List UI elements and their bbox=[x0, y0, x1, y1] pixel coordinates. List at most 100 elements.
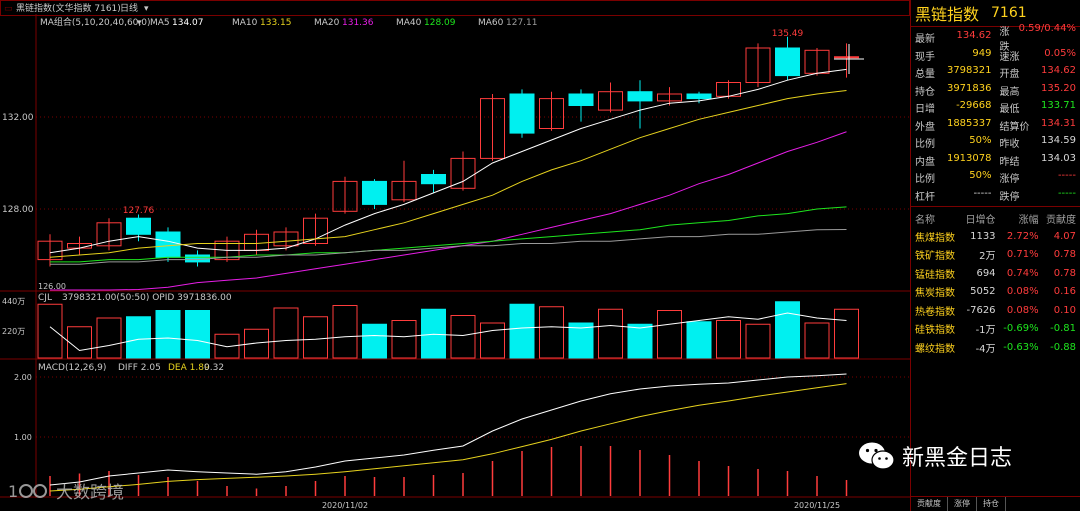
chart-area[interactable]: ▭ 黑链指数(文华指数 7161) 日线 ▾ MA组合(5,10,20,40,60,0)… bbox=[0, 0, 910, 511]
quote-label: 外盘 bbox=[915, 121, 935, 133]
brand-watermark-text: 大数跨境 bbox=[56, 483, 124, 503]
ma-dropdown-icon: ▾ bbox=[137, 18, 142, 28]
quote-cell: 最低 133.71 bbox=[996, 100, 1080, 115]
candle-body bbox=[362, 180, 387, 205]
candle-body bbox=[539, 98, 564, 129]
quote-label: 持仓 bbox=[915, 86, 935, 98]
kline-chart[interactable]: ▭ 黑链指数(文华指数 7161) 日线 ▾MA组合(5,10,20,40,60,0)… bbox=[0, 0, 910, 511]
quote-value: -29668 bbox=[956, 100, 992, 112]
quote-cell: 现手 949 bbox=[911, 48, 996, 63]
sector-cell-add: -4万 bbox=[975, 343, 996, 355]
quote-cell: 涨停 ----- bbox=[996, 170, 1080, 185]
sector-cell-contrib: 0.10 bbox=[1053, 304, 1076, 316]
sector-row[interactable]: 焦煤指数 1133 2.72% 4.07 bbox=[911, 227, 1080, 246]
candle-body bbox=[96, 222, 122, 247]
macd-diff-line bbox=[49, 373, 847, 486]
candle-body bbox=[480, 98, 505, 159]
volume-bar bbox=[126, 316, 151, 359]
bottom-tabs: 贡献度 涨停 持仓 bbox=[911, 496, 1080, 511]
quote-cell: 比例 50% bbox=[911, 170, 996, 185]
quote-cell: 昨收 134.59 bbox=[996, 135, 1080, 150]
quote-value: 134.31 bbox=[1041, 117, 1076, 129]
sector-cell-pct: 0.74% bbox=[1006, 267, 1039, 279]
sector-table: 名称 日增仓 涨幅 贡献度 焦煤指数 1133 2.72% 4.07 铁矿指数 2万 0.71% 0… bbox=[911, 209, 1080, 357]
volume-bar bbox=[67, 326, 92, 359]
sector-header-cell[interactable]: 贡献度 bbox=[1046, 214, 1076, 226]
bottom-tab[interactable]: 贡献度 bbox=[911, 497, 948, 511]
sector-cell-name: 焦炭指数 bbox=[915, 288, 955, 300]
quote-row: 现手 949 速涨 0.05% bbox=[911, 47, 1080, 65]
candle-body bbox=[421, 174, 446, 185]
quote-label: 速涨 bbox=[999, 51, 1020, 63]
volume-bar bbox=[244, 328, 269, 359]
bottom-tab[interactable]: 涨停 bbox=[948, 497, 977, 511]
candle-body bbox=[657, 93, 682, 102]
quote-row: 比例 50% 涨停 ----- bbox=[911, 169, 1080, 187]
ma-legend-value: 133.15 bbox=[260, 18, 292, 28]
candle-body bbox=[391, 180, 417, 201]
sector-cell-name: 热卷指数 bbox=[915, 306, 955, 318]
quote-cell: 外盘 1885337 bbox=[911, 118, 996, 133]
quote-label: 结算价 bbox=[999, 121, 1030, 133]
volume-bar bbox=[391, 320, 417, 359]
volume-tick-label: 220万 bbox=[2, 327, 25, 336]
ma-line-ma10 bbox=[49, 90, 847, 258]
quote-cell: 杠杆 ----- bbox=[911, 188, 996, 203]
quote-row: 外盘 1885337 结算价 134.31 bbox=[911, 117, 1080, 135]
quote-label: 比例 bbox=[915, 139, 935, 151]
date-label-end: 2020/11/25 bbox=[794, 501, 840, 510]
symbol-label: 黑链指数(文华指数 7161) bbox=[16, 2, 121, 14]
quote-label: 昨结 bbox=[999, 156, 1020, 168]
quote-cell: 持仓 3971836 bbox=[911, 83, 996, 98]
sector-header-cell[interactable]: 名称 bbox=[915, 214, 935, 226]
quote-label: 比例 bbox=[915, 174, 935, 186]
quote-value: 949 bbox=[972, 47, 992, 59]
macd-diff-label: DIFF 2.05 bbox=[118, 363, 161, 373]
candle-body bbox=[775, 47, 800, 77]
volume-bar bbox=[834, 308, 859, 359]
date-label-start: 2020/11/02 bbox=[322, 501, 368, 510]
quote-cell: 总量 3798321 bbox=[911, 65, 996, 80]
sector-cell-contrib: 0.78 bbox=[1053, 249, 1076, 261]
sector-row[interactable]: 热卷指数 -7626 0.08% 0.10 bbox=[911, 301, 1080, 320]
candle-body bbox=[332, 180, 358, 212]
quote-row: 总量 3798321 开盘 134.62 bbox=[911, 64, 1080, 82]
sector-cell-pct: 2.72% bbox=[1006, 230, 1039, 242]
bottom-tab[interactable]: 持仓 bbox=[977, 497, 1006, 511]
candle-body bbox=[126, 217, 151, 235]
sector-cell-contrib: 0.78 bbox=[1053, 267, 1076, 279]
quote-value: 134.62 bbox=[1041, 65, 1076, 77]
quote-row: 持仓 3971836 最高 135.20 bbox=[911, 82, 1080, 100]
sector-header-cell[interactable]: 日增仓 bbox=[965, 214, 996, 226]
price-tick-label: 132.00 bbox=[2, 113, 34, 123]
volume-bar bbox=[716, 320, 741, 359]
candle-body bbox=[834, 56, 859, 59]
sector-cell-add: 1133 bbox=[970, 230, 996, 242]
quote-cell: 内盘 1913078 bbox=[911, 153, 996, 168]
sector-row[interactable]: 硅铁指数 -1万 -0.69% -0.81 bbox=[911, 320, 1080, 339]
brand-watermark: 1 大数跨境 bbox=[8, 478, 124, 504]
sector-header-cell[interactable]: 涨幅 bbox=[1018, 214, 1039, 226]
quote-value: 3971836 bbox=[946, 82, 992, 94]
quote-cell: 最高 135.20 bbox=[996, 83, 1080, 98]
quote-cell: 昨结 134.03 bbox=[996, 153, 1080, 168]
ma-legend-name: MA5 bbox=[150, 18, 170, 28]
candle-body bbox=[627, 91, 653, 102]
sector-cell-name: 铁矿指数 bbox=[915, 251, 955, 263]
sector-row[interactable]: 焦炭指数 5052 0.08% 0.16 bbox=[911, 283, 1080, 302]
quote-value: ----- bbox=[973, 187, 992, 199]
quote-cell: 开盘 134.62 bbox=[996, 65, 1080, 80]
volume-bar bbox=[598, 308, 623, 359]
volume-bar bbox=[686, 321, 712, 359]
sector-cell-add: 2万 bbox=[979, 251, 996, 263]
title-bar bbox=[0, 0, 910, 16]
sector-row[interactable]: 螺纹指数 -4万 -0.63% -0.88 bbox=[911, 338, 1080, 357]
macd-dea-label: DEA 1.89 bbox=[168, 363, 210, 373]
sector-cell-name: 锰硅指数 bbox=[915, 269, 955, 281]
sector-row[interactable]: 锰硅指数 694 0.74% 0.78 bbox=[911, 264, 1080, 283]
sector-row[interactable]: 铁矿指数 2万 0.71% 0.78 bbox=[911, 246, 1080, 265]
candle-body bbox=[509, 93, 535, 134]
quote-label: 现手 bbox=[915, 51, 935, 63]
sector-cell-contrib: -0.81 bbox=[1050, 323, 1076, 335]
period-dropdown-icon: ▾ bbox=[144, 4, 149, 14]
